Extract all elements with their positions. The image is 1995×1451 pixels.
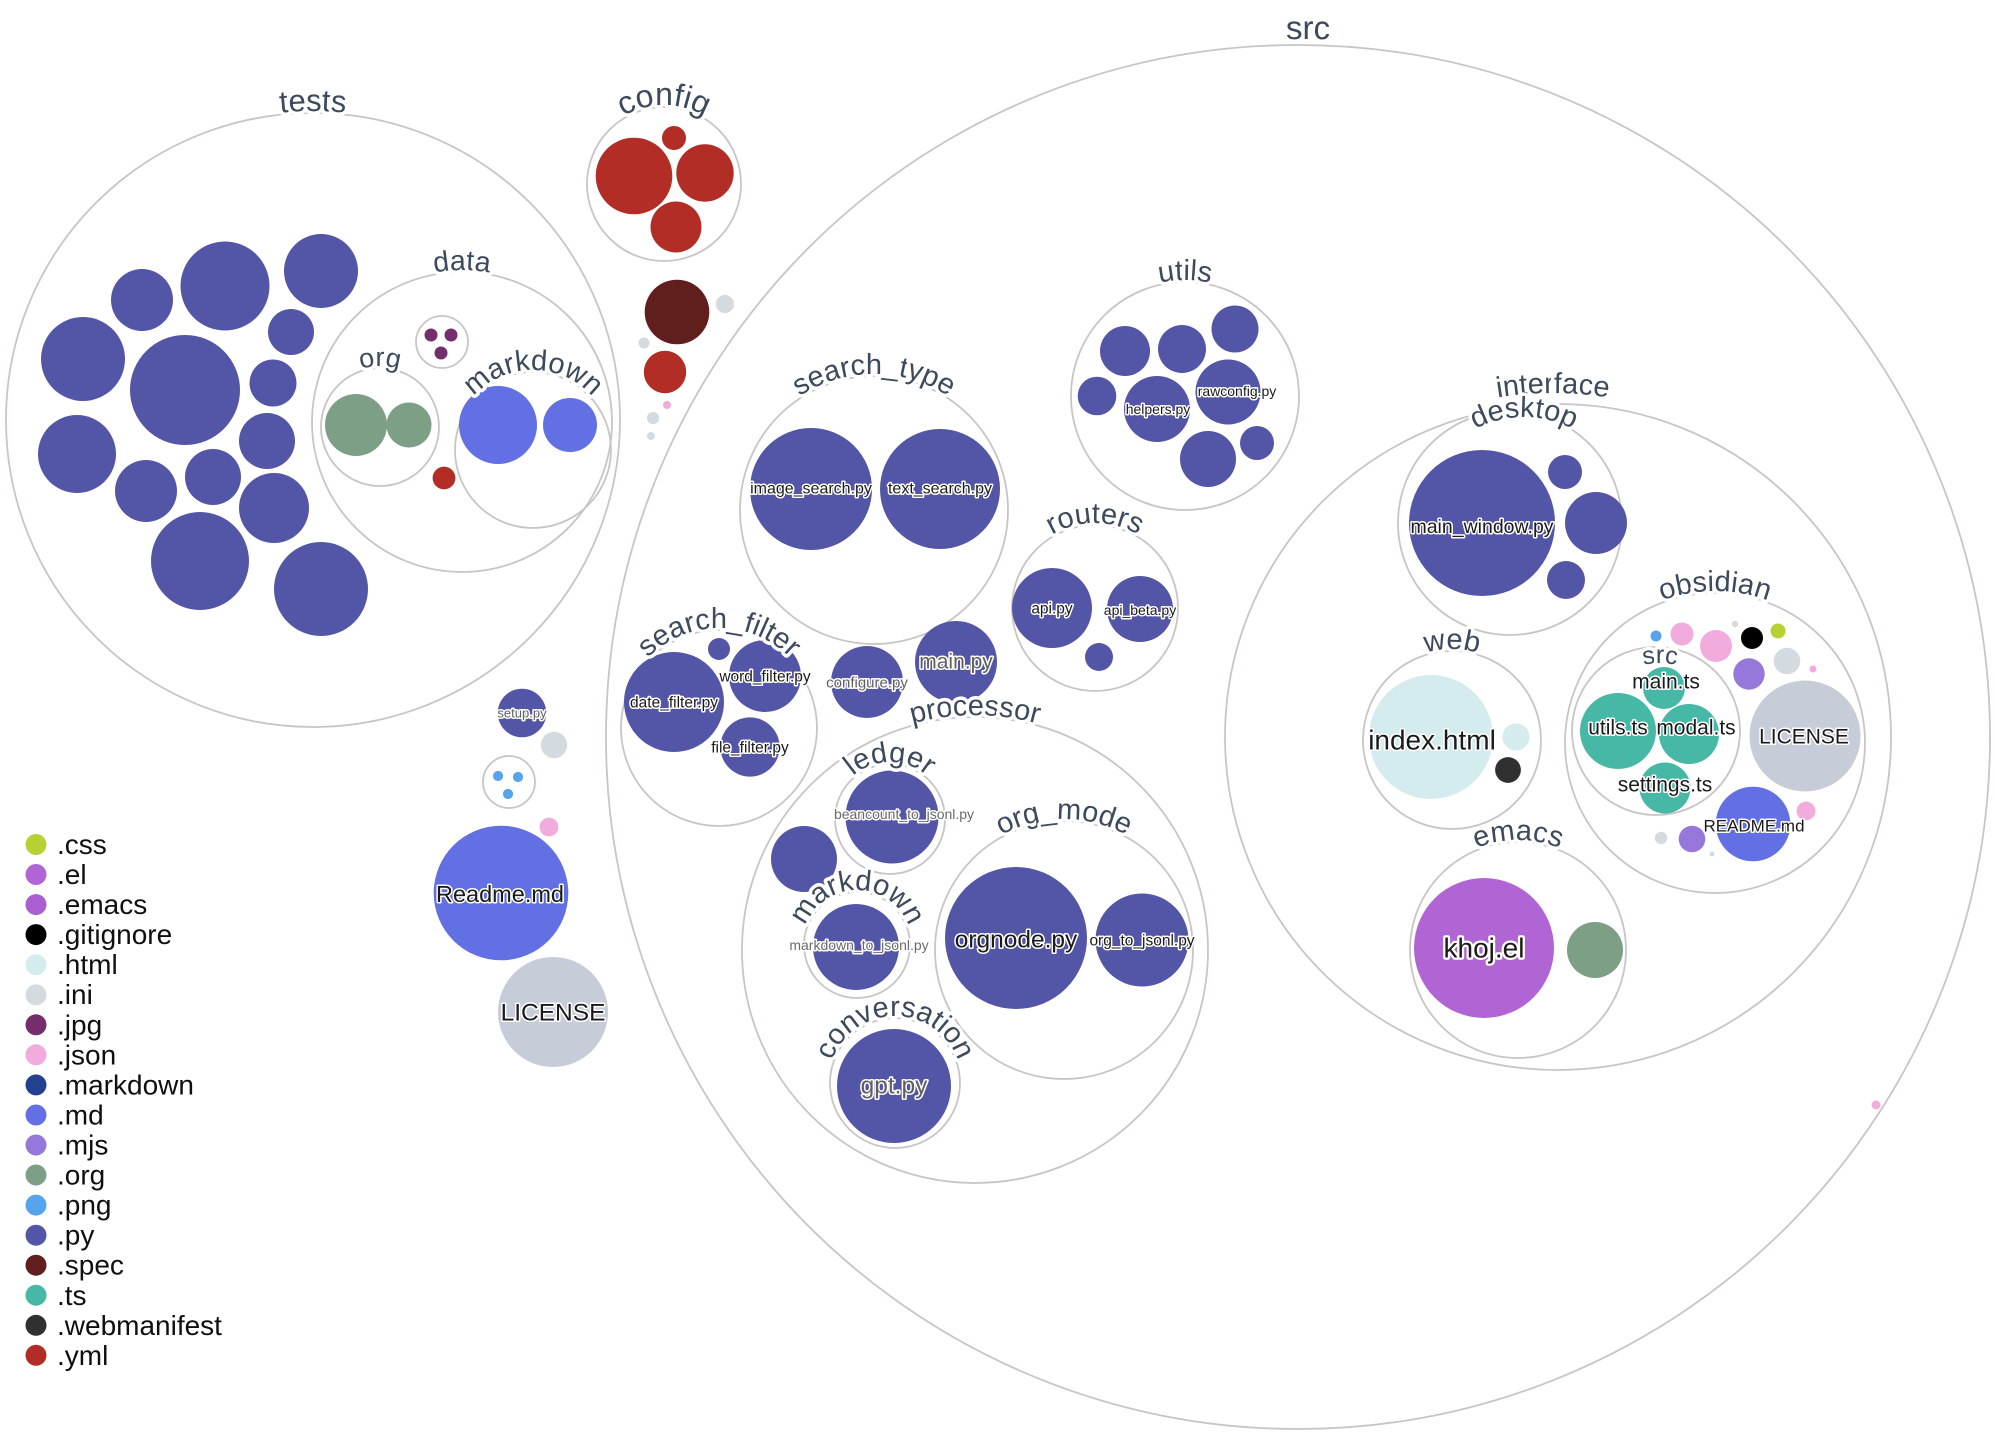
svg-text:file_filter.py: file_filter.py bbox=[711, 740, 789, 757]
svg-text:word_filter.py: word_filter.py bbox=[718, 669, 811, 686]
svg-text:configure.py: configure.py bbox=[826, 675, 908, 692]
svg-text:image_search.py: image_search.py bbox=[750, 481, 872, 498]
svg-text:.png: .png bbox=[57, 1190, 112, 1221]
svg-text:khoj.el: khoj.el bbox=[1444, 933, 1525, 964]
svg-text:text_search.py: text_search.py bbox=[888, 481, 992, 498]
svg-text:main_window.py: main_window.py bbox=[1410, 516, 1553, 538]
svg-text:src: src bbox=[1640, 641, 1680, 671]
svg-text:rawconfig.py: rawconfig.py bbox=[1198, 383, 1277, 399]
svg-text:utils.ts: utils.ts bbox=[1588, 717, 1648, 740]
svg-text:web: web bbox=[1420, 624, 1483, 660]
svg-text:.gitignore: .gitignore bbox=[57, 919, 172, 950]
svg-text:.html: .html bbox=[57, 949, 118, 980]
svg-text:.spec: .spec bbox=[57, 1250, 124, 1281]
svg-text:src: src bbox=[1285, 9, 1330, 46]
svg-text:api.py: api.py bbox=[1031, 601, 1073, 618]
svg-text:.emacs: .emacs bbox=[57, 889, 147, 920]
svg-text:org_to_jsonl.py: org_to_jsonl.py bbox=[1089, 933, 1194, 950]
svg-text:README.md: README.md bbox=[1703, 817, 1804, 836]
svg-text:.jpg: .jpg bbox=[57, 1009, 102, 1040]
svg-text:org: org bbox=[356, 342, 404, 375]
svg-text:.mjs: .mjs bbox=[57, 1130, 108, 1161]
svg-text:Readme.md: Readme.md bbox=[436, 881, 564, 907]
svg-text:utils: utils bbox=[1156, 255, 1215, 290]
svg-text:api_beta.py: api_beta.py bbox=[1104, 602, 1176, 618]
svg-text:LICENSE: LICENSE bbox=[501, 1000, 606, 1027]
svg-text:settings.ts: settings.ts bbox=[1618, 774, 1713, 797]
svg-text:date_filter.py: date_filter.py bbox=[630, 695, 718, 712]
svg-text:LICENSE: LICENSE bbox=[1759, 726, 1849, 749]
svg-text:.webmanifest: .webmanifest bbox=[57, 1310, 222, 1341]
svg-text:main.ts: main.ts bbox=[1632, 671, 1700, 694]
svg-text:main.py: main.py bbox=[919, 651, 993, 674]
svg-text:beancount_to_jsonl.py: beancount_to_jsonl.py bbox=[834, 806, 974, 822]
svg-text:.md: .md bbox=[57, 1100, 104, 1131]
svg-text:.css: .css bbox=[57, 829, 107, 860]
svg-text:.markdown: .markdown bbox=[57, 1069, 194, 1100]
svg-text:.yml: .yml bbox=[57, 1340, 108, 1371]
svg-text:data: data bbox=[431, 245, 493, 279]
svg-text:helpers.py: helpers.py bbox=[1126, 401, 1191, 417]
svg-text:setup.py: setup.py bbox=[497, 706, 547, 721]
svg-text:.org: .org bbox=[57, 1160, 105, 1191]
svg-text:.json: .json bbox=[57, 1039, 116, 1070]
svg-text:markdown_to_jsonl.py: markdown_to_jsonl.py bbox=[789, 937, 928, 953]
svg-text:orgnode.py: orgnode.py bbox=[955, 927, 1078, 954]
svg-text:.ini: .ini bbox=[57, 979, 93, 1010]
svg-text:.py: .py bbox=[57, 1220, 94, 1251]
svg-text:.el: .el bbox=[57, 859, 87, 890]
svg-text:index.html: index.html bbox=[1368, 725, 1496, 756]
svg-text:gpt.py: gpt.py bbox=[861, 1073, 928, 1100]
svg-text:.ts: .ts bbox=[57, 1280, 87, 1311]
svg-text:modal.ts: modal.ts bbox=[1656, 717, 1735, 740]
